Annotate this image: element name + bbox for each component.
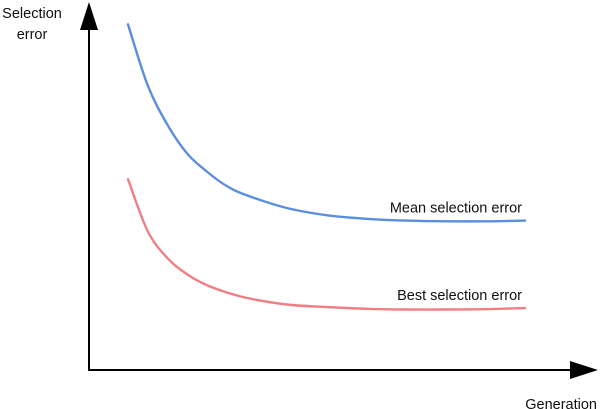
y-axis-arrow [80, 2, 98, 30]
series-layer: Mean selection error Best selection error [126, 23, 527, 311]
y-axis-label-line-1: Selection [2, 6, 62, 22]
axes [80, 2, 598, 379]
series-label-mean: Mean selection error [390, 201, 522, 217]
x-axis-label: Generation [525, 397, 597, 409]
y-axis-label-line-2: error [17, 27, 48, 43]
series-line-mean [126, 23, 527, 223]
series-label-best: Best selection error [397, 288, 522, 304]
x-axis-arrow [570, 361, 598, 379]
series-line-best [126, 178, 527, 311]
